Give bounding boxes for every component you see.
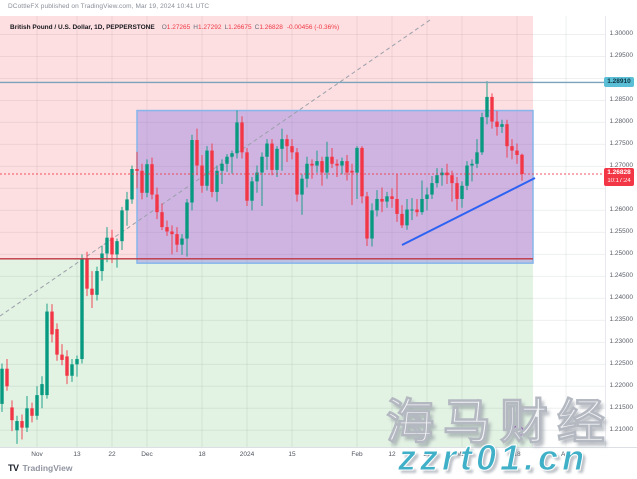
time-tick-label: 18 [513, 451, 521, 458]
price-tick-label: 1.27000 [609, 162, 634, 170]
high-value: 1.27292 [197, 24, 222, 31]
time-tick-label: 13 [73, 451, 81, 458]
time-tick-label: Feb [351, 451, 363, 458]
price-tick-label: 1.22500 [609, 360, 634, 368]
emoji-sticker[interactable] [512, 425, 524, 437]
bar-countdown: 10:17:24 [607, 178, 631, 184]
time-tick-label: Nov [31, 451, 43, 458]
open-value: 1.27265 [166, 24, 191, 31]
ohlc-values: O1.27265 H1.27292 L1.26675 C1.26828 -0.00456… [159, 24, 339, 31]
change-value: -0.00456 (-0.36%) [286, 24, 340, 31]
dashed-uptrend-line[interactable] [0, 19, 431, 317]
blue-support-trendline[interactable] [401, 177, 536, 246]
candlestick-series [0, 81, 524, 444]
time-tick-label: 12 [388, 451, 396, 458]
price-tick-label: 1.26000 [609, 206, 634, 214]
price-tick-label: 1.27500 [609, 140, 634, 148]
price-tick-label: 1.22000 [609, 382, 634, 390]
price-tick-label: 1.23500 [609, 316, 634, 324]
publish-info: DCottleFX published on TradingView.com, … [8, 3, 210, 10]
price-tick-label: 1.24000 [609, 294, 634, 302]
last-price-value: 1.26828 [607, 169, 631, 176]
tradingview-logo-icon: TV [8, 463, 19, 473]
price-tick-label: 1.28000 [609, 118, 634, 126]
price-tick-label: 1.30000 [609, 30, 634, 38]
high-label: H [193, 24, 198, 31]
price-tick-label: 1.25000 [609, 250, 634, 258]
open-label: O [161, 24, 167, 31]
time-tick-label: 15 [288, 451, 296, 458]
last-price-label: 1.26828 10:17:24 [604, 168, 634, 186]
low-value: 1.26675 [228, 24, 252, 31]
price-tick-label: 1.21500 [609, 404, 634, 412]
resistance-price-label: 1.28910 [604, 77, 634, 87]
price-axis-separator [605, 16, 606, 447]
supply-zone[interactable] [0, 16, 533, 259]
symbol-title[interactable]: British Pound / U.S. Dollar, 1D, PEPPERS… [10, 24, 155, 31]
price-tick-label: 1.29500 [609, 52, 634, 60]
price-tick-label: 1.24500 [609, 272, 634, 280]
price-tick-label: 1.23000 [609, 338, 634, 346]
symbol-legend[interactable]: British Pound / U.S. Dollar, 1D, PEPPERS… [10, 24, 339, 31]
time-tick-label: Dec [141, 451, 153, 458]
price-tick-label: 1.25500 [609, 228, 634, 236]
close-label: C [254, 24, 260, 31]
time-axis-separator [0, 447, 637, 448]
time-tick-label: 18 [198, 451, 206, 458]
tradingview-footer[interactable]: TV TradingView [8, 463, 72, 473]
tradingview-logo-text: TradingView [22, 463, 73, 473]
demand-zone[interactable] [0, 258, 533, 447]
time-tick-label: 21 [423, 451, 431, 458]
price-tick-label: 1.28500 [609, 96, 634, 104]
time-tick-label: 22 [108, 451, 116, 458]
grid-lines [0, 16, 605, 447]
close-value: 1.26828 [259, 24, 283, 31]
price-tick-label: 1.21000 [609, 426, 634, 434]
time-tick-label: Apr [560, 451, 572, 458]
low-label: L [224, 24, 229, 31]
time-tick-label: 2024 [239, 451, 255, 458]
range-box[interactable] [136, 109, 534, 264]
time-tick-label: Mar [456, 451, 468, 458]
